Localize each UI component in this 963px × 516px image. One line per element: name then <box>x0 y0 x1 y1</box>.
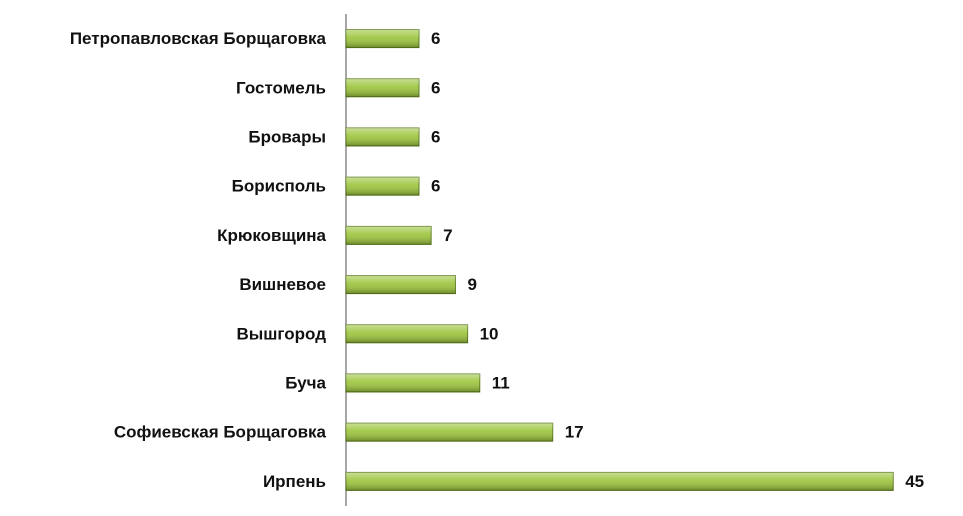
y-tick-label: Бровары <box>248 127 326 146</box>
value-label: 9 <box>467 275 476 294</box>
y-tick-label: Софиевская Борщаговка <box>114 423 327 442</box>
y-tick-label: Ирпень <box>263 472 326 491</box>
value-label: 11 <box>492 373 510 392</box>
bar <box>345 78 420 98</box>
bar <box>345 176 420 196</box>
value-label: 6 <box>431 177 440 196</box>
bar <box>345 29 420 49</box>
y-tick-label: Гостомель <box>236 78 326 97</box>
y-tick-label: Вишневое <box>239 275 326 294</box>
y-tick-label: Борисполь <box>232 177 326 196</box>
y-tick-label: Крюковщина <box>217 226 326 245</box>
value-label: 6 <box>431 127 440 146</box>
value-label: 10 <box>480 324 499 343</box>
bar <box>345 471 894 491</box>
bar <box>345 373 481 393</box>
y-tick-label: Буча <box>285 373 326 392</box>
value-label: 45 <box>905 472 924 491</box>
value-label: 17 <box>565 423 584 442</box>
bar <box>345 225 432 245</box>
y-tick-label: Петропавловская Борщаговка <box>70 29 327 48</box>
bar <box>345 127 420 147</box>
bar <box>345 324 469 344</box>
bar <box>345 422 554 442</box>
y-tick-label: Вышгород <box>236 324 326 343</box>
value-label: 6 <box>431 78 440 97</box>
bar <box>345 275 456 295</box>
value-label: 6 <box>431 29 440 48</box>
value-label: 7 <box>443 226 452 245</box>
